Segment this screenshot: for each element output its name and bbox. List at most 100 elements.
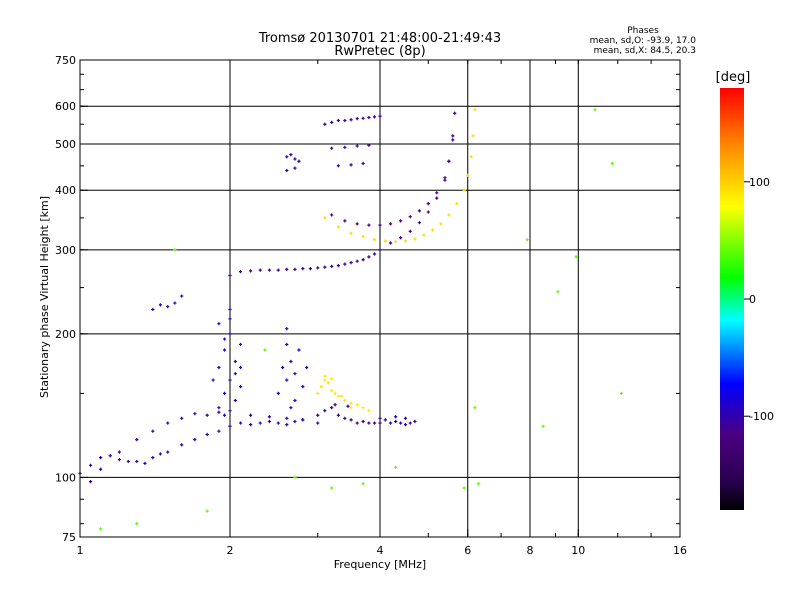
data-point [340, 394, 344, 398]
data-point [222, 391, 227, 396]
data-point [228, 332, 232, 336]
data-point [233, 398, 237, 403]
data-point [285, 155, 289, 159]
data-point [205, 432, 209, 437]
data-points [78, 108, 623, 531]
data-point [372, 252, 377, 256]
data-point [447, 159, 451, 163]
data-point [525, 238, 529, 242]
x-axis-label: Frequency [MHz] [334, 558, 426, 571]
data-point [355, 117, 359, 121]
data-point [135, 438, 139, 442]
data-point [453, 111, 457, 115]
data-point [330, 486, 334, 490]
data-point [388, 421, 393, 425]
data-point [476, 482, 480, 486]
data-point [316, 413, 320, 417]
data-point [408, 229, 412, 233]
data-point [349, 418, 353, 422]
data-point [367, 255, 371, 259]
data-point [233, 359, 237, 364]
data-point [180, 443, 184, 447]
y-tick-label: 400 [55, 184, 76, 197]
data-point [455, 201, 459, 206]
x-tick-label: 1 [77, 544, 84, 557]
x-tick-label: 2 [227, 544, 234, 557]
data-point [222, 413, 227, 417]
data-point [394, 465, 398, 469]
series-0 [78, 418, 305, 475]
data-point [330, 146, 334, 150]
data-point [323, 378, 327, 382]
data-point [349, 261, 353, 265]
data-point [367, 409, 371, 413]
data-point [99, 456, 103, 460]
data-point [372, 115, 377, 119]
data-point [361, 258, 365, 262]
grid [80, 60, 680, 537]
series-11 [151, 153, 301, 312]
data-point [330, 213, 334, 217]
data-point [417, 209, 422, 213]
data-point [285, 378, 289, 382]
data-point [267, 415, 272, 419]
data-point [462, 188, 466, 192]
data-point [166, 305, 170, 309]
x-tick-label: 10 [571, 544, 585, 557]
data-point [333, 391, 337, 396]
data-point [408, 421, 412, 425]
data-point [301, 266, 305, 271]
data-point [343, 145, 347, 149]
data-point [316, 421, 320, 425]
data-point [249, 423, 253, 427]
data-point [383, 239, 387, 243]
data-point [135, 522, 139, 526]
data-point [413, 237, 417, 241]
data-point [355, 259, 359, 263]
data-point [285, 267, 289, 271]
data-point [336, 118, 340, 123]
y-tick-label: 200 [55, 328, 76, 341]
data-point [541, 424, 545, 428]
data-point [249, 413, 253, 417]
data-point [222, 348, 227, 352]
data-point [469, 155, 473, 159]
data-point [336, 413, 340, 417]
data-point [355, 403, 359, 407]
data-point [330, 264, 334, 268]
data-point [336, 263, 340, 268]
colorbar [720, 88, 744, 510]
data-point [388, 222, 393, 226]
data-point [217, 322, 221, 326]
data-point [117, 450, 122, 454]
data-point [217, 406, 221, 410]
data-point [289, 359, 293, 364]
data-point [211, 378, 215, 382]
data-point [301, 385, 305, 389]
data-point [422, 233, 426, 237]
data-point [289, 153, 293, 157]
data-point [399, 236, 403, 240]
y-tick-label: 600 [55, 100, 76, 113]
data-point [151, 429, 155, 433]
data-point [435, 196, 439, 200]
data-point [619, 391, 623, 396]
data-point [394, 240, 398, 244]
series-7 [228, 138, 455, 278]
data-point [293, 267, 297, 271]
data-point [293, 157, 297, 161]
data-point [228, 317, 232, 321]
data-point [108, 454, 112, 458]
data-point [403, 423, 408, 427]
data-point [610, 161, 614, 166]
x-tick-label: 16 [673, 544, 687, 557]
data-point [346, 404, 350, 408]
data-point [403, 416, 408, 420]
data-point [319, 385, 323, 389]
data-point [349, 118, 353, 122]
data-point [217, 410, 221, 414]
data-point [99, 527, 103, 531]
data-point [323, 409, 327, 413]
data-point [349, 401, 353, 405]
data-point [222, 337, 227, 341]
